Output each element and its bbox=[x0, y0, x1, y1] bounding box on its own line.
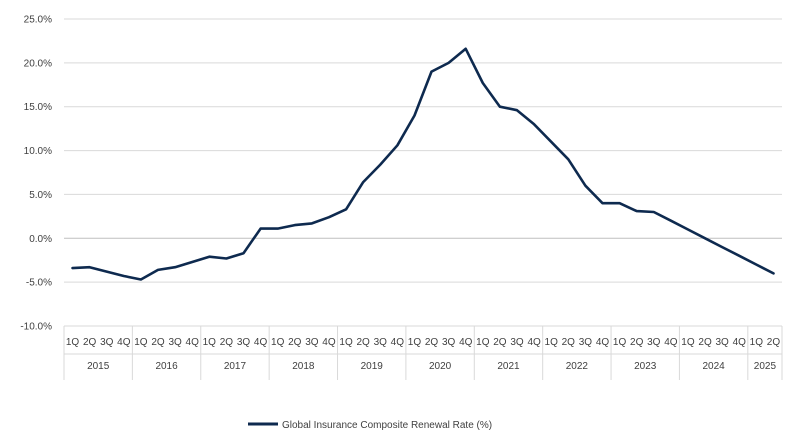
x-tick-label: 3Q bbox=[100, 337, 114, 348]
x-tick-label: 3Q bbox=[168, 337, 182, 348]
x-tick-label: 1Q bbox=[66, 337, 80, 348]
x-tick-label: 1Q bbox=[203, 337, 217, 348]
x-year-label: 2020 bbox=[429, 361, 452, 372]
x-tick-label: 4Q bbox=[664, 337, 678, 348]
y-tick-label: 10.0% bbox=[24, 146, 52, 157]
x-tick-label: 1Q bbox=[134, 337, 148, 348]
x-year-label: 2019 bbox=[361, 361, 384, 372]
x-year-label: 2025 bbox=[754, 361, 777, 372]
legend-label: Global Insurance Composite Renewal Rate … bbox=[282, 420, 492, 431]
series-lines bbox=[71, 47, 775, 281]
x-tick-label: 3Q bbox=[647, 337, 661, 348]
x-tick-label: 1Q bbox=[613, 337, 627, 348]
x-tick-label: 1Q bbox=[476, 337, 490, 348]
x-tick-label: 2Q bbox=[767, 337, 781, 348]
y-tick-label: 20.0% bbox=[24, 58, 52, 69]
x-tick-label: 2Q bbox=[220, 337, 234, 348]
legend: Global Insurance Composite Renewal Rate … bbox=[248, 420, 492, 431]
x-tick-label: 2Q bbox=[562, 337, 576, 348]
x-tick-label: 1Q bbox=[339, 337, 353, 348]
y-gridlines bbox=[64, 18, 782, 327]
x-year-label: 2021 bbox=[497, 361, 520, 372]
x-year-label: 2024 bbox=[702, 361, 725, 372]
y-tick-label: 0.0% bbox=[29, 234, 52, 245]
x-tick-label: 3Q bbox=[715, 337, 729, 348]
series-line bbox=[71, 47, 775, 281]
x-tick-label: 2Q bbox=[698, 337, 712, 348]
x-year-label: 2015 bbox=[87, 361, 110, 372]
y-tick-label: 5.0% bbox=[29, 190, 52, 201]
x-year-label: 2017 bbox=[224, 361, 247, 372]
x-tick-label: 2Q bbox=[425, 337, 439, 348]
y-tick-label: 25.0% bbox=[24, 15, 52, 26]
x-tick-label: 4Q bbox=[186, 337, 200, 348]
x-tick-label: 1Q bbox=[408, 337, 422, 348]
x-tick-label: 4Q bbox=[733, 337, 747, 348]
x-tick-label: 4Q bbox=[254, 337, 268, 348]
x-tick-label: 3Q bbox=[237, 337, 251, 348]
x-tick-label: 4Q bbox=[322, 337, 336, 348]
x-year-label: 2016 bbox=[155, 361, 178, 372]
x-tick-label: 4Q bbox=[117, 337, 131, 348]
x-tick-label: 4Q bbox=[391, 337, 405, 348]
x-tick-label: 1Q bbox=[750, 337, 764, 348]
x-year-label: 2018 bbox=[292, 361, 315, 372]
x-year-label: 2023 bbox=[634, 361, 657, 372]
x-tick-label: 4Q bbox=[527, 337, 541, 348]
x-tick-label: 2Q bbox=[288, 337, 302, 348]
x-year-label: 2022 bbox=[566, 361, 589, 372]
y-tick-label: -5.0% bbox=[26, 278, 52, 289]
x-tick-label: 2Q bbox=[83, 337, 97, 348]
x-tick-label: 2Q bbox=[151, 337, 165, 348]
x-tick-label: 1Q bbox=[545, 337, 559, 348]
x-tick-label: 4Q bbox=[596, 337, 610, 348]
y-axis-tick-labels: 25.0% 20.0% 15.0% 10.0% 5.0% 0.0% -5.0% -10.0% bbox=[20, 15, 52, 333]
x-tick-label: 3Q bbox=[579, 337, 593, 348]
x-tick-label: 1Q bbox=[681, 337, 695, 348]
y-tick-label: -10.0% bbox=[20, 322, 52, 333]
x-tick-label: 3Q bbox=[374, 337, 388, 348]
x-tick-label: 2Q bbox=[493, 337, 507, 348]
x-tick-label: 4Q bbox=[459, 337, 473, 348]
x-tick-label: 1Q bbox=[271, 337, 285, 348]
x-tick-label: 3Q bbox=[442, 337, 456, 348]
y-tick-label: 15.0% bbox=[24, 102, 52, 113]
x-tick-label: 2Q bbox=[630, 337, 644, 348]
x-tick-label: 3Q bbox=[305, 337, 319, 348]
x-tick-label: 2Q bbox=[356, 337, 370, 348]
x-tick-label: 3Q bbox=[510, 337, 524, 348]
